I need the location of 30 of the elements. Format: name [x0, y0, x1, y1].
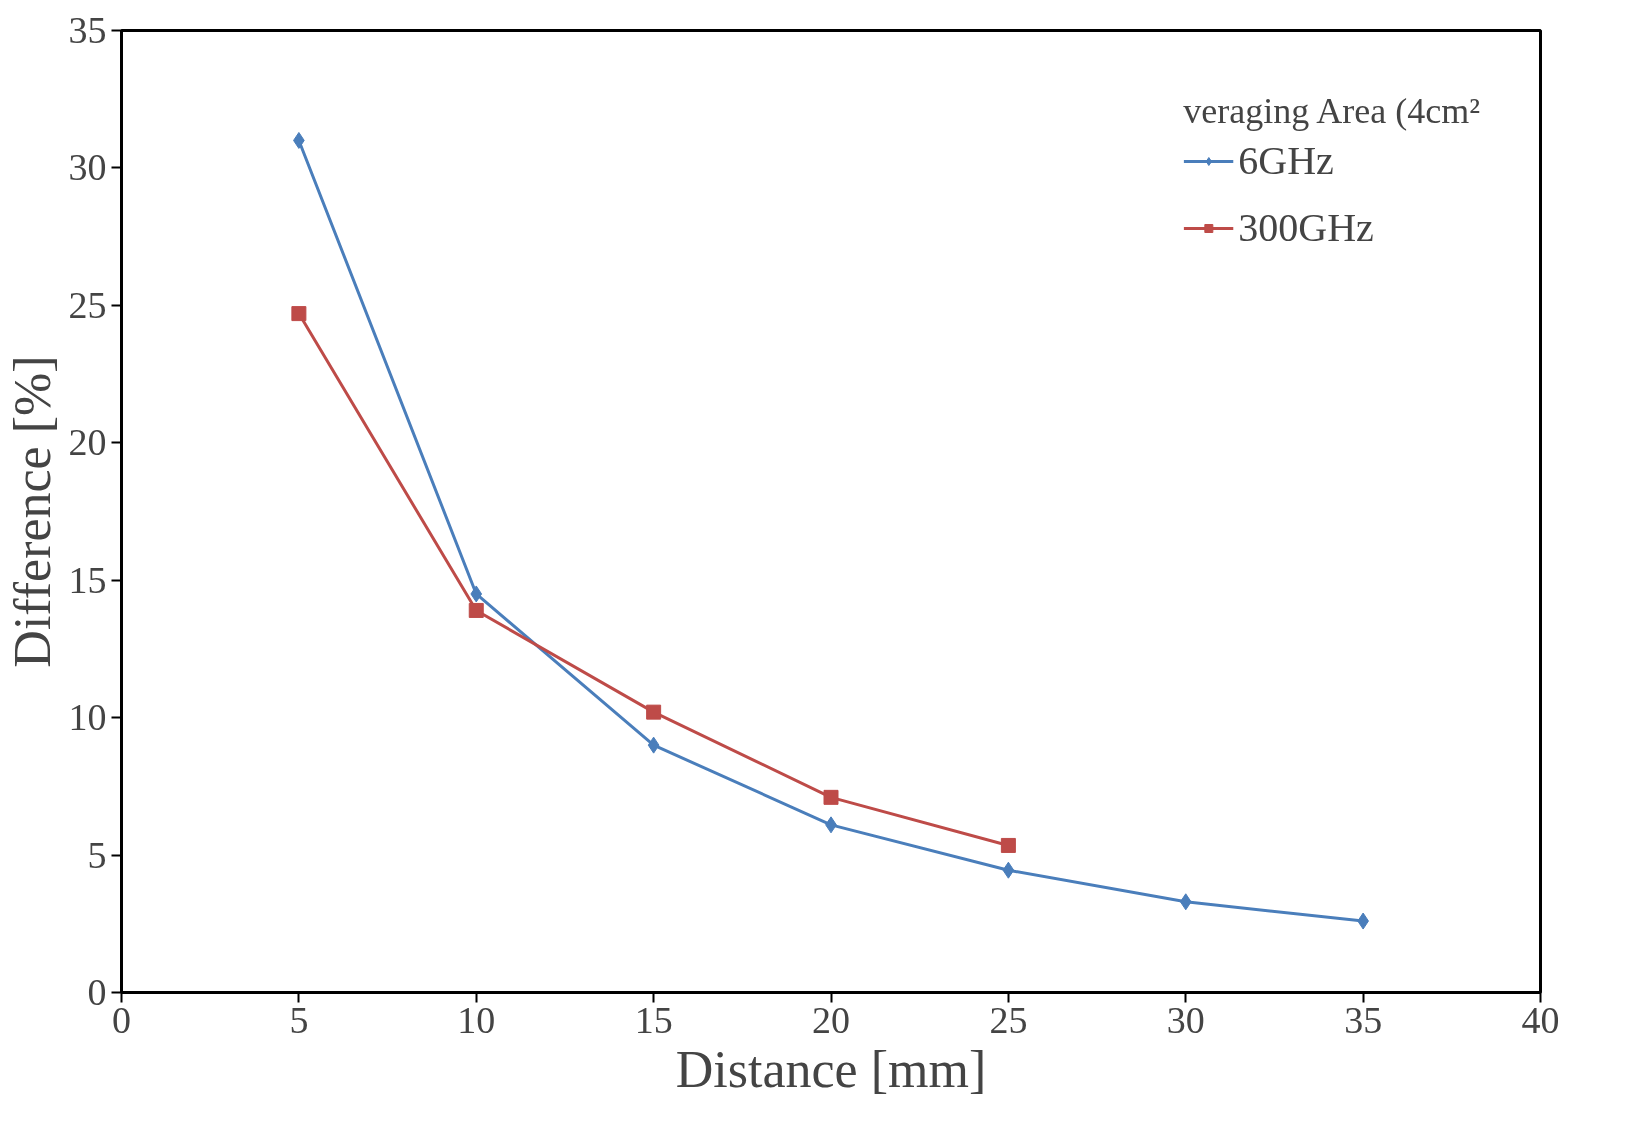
y-tick-label: 30	[68, 146, 107, 189]
point	[470, 585, 483, 603]
point	[647, 736, 660, 754]
y-tick-label: 15	[68, 558, 107, 601]
x-tick-label: 15	[634, 998, 673, 1041]
legend-label: 300GHz	[1238, 204, 1374, 251]
y-axis-title: Difference [%]	[3, 355, 61, 668]
point	[646, 704, 662, 720]
point	[1000, 837, 1016, 853]
y-tick-label: 35	[68, 9, 107, 51]
point	[291, 306, 307, 322]
legend-label: 6GHz	[1238, 137, 1334, 184]
point	[1002, 861, 1015, 879]
x-tick-label: 20	[812, 998, 850, 1041]
x-tick-label: 30	[1166, 998, 1205, 1041]
x-axis-title: Distance [mm]	[675, 1040, 987, 1098]
x-tick-label: 25	[989, 998, 1028, 1041]
y-tick-label: 10	[68, 696, 107, 739]
y-tick-label: 20	[68, 421, 107, 464]
point	[468, 602, 484, 618]
legend-title: veraging Area (4cm²	[1183, 90, 1480, 132]
point	[1179, 893, 1192, 911]
x-tick-label: 40	[1521, 998, 1560, 1041]
x-tick-label: 5	[289, 998, 309, 1041]
y-tick-label: 0	[87, 971, 107, 1013]
point	[823, 789, 839, 805]
y-tick-label: 5	[87, 833, 107, 876]
x-tick-label: 10	[457, 998, 496, 1041]
x-tick-label: 35	[1344, 998, 1383, 1041]
y-tick-label: 25	[68, 283, 107, 326]
